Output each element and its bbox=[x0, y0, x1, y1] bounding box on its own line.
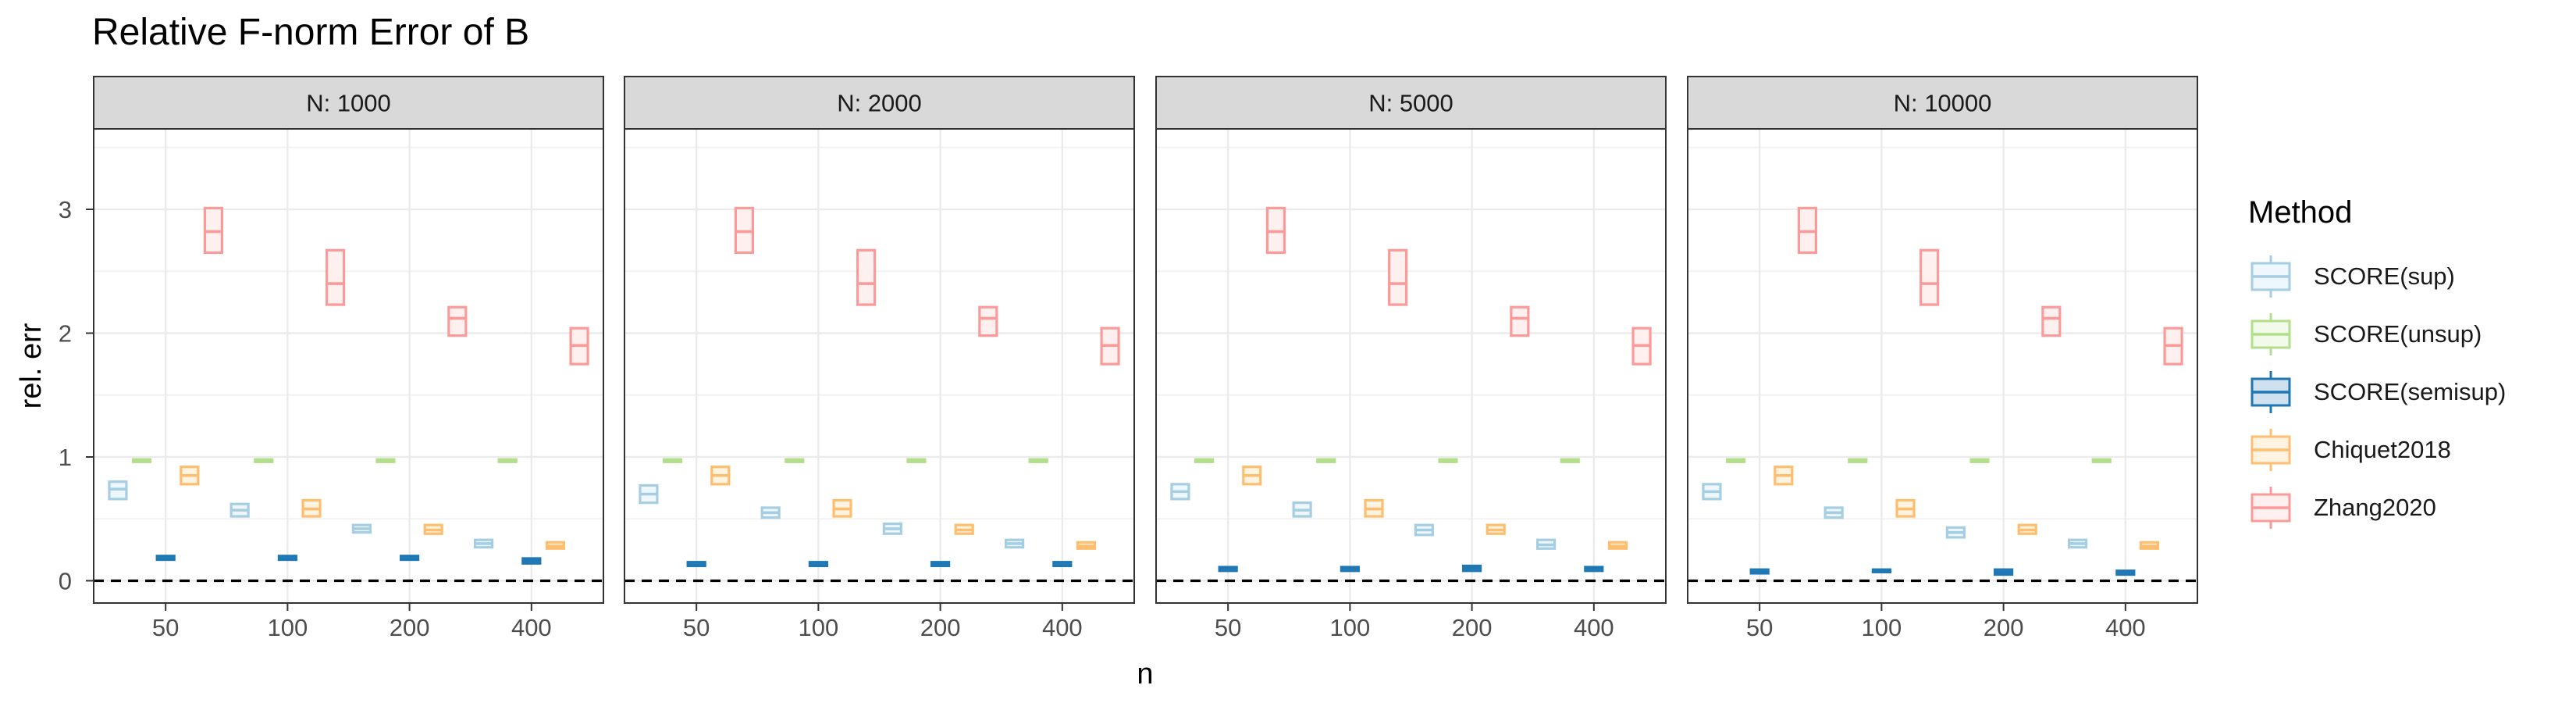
x-tick-label: 50 bbox=[152, 614, 179, 641]
facet-strip bbox=[624, 76, 1135, 130]
y-axis-label: rel. err bbox=[15, 323, 48, 409]
x-tick-label: 400 bbox=[1042, 614, 1083, 641]
legend-item: SCORE(unsup) bbox=[2248, 305, 2506, 363]
x-tick-label: 400 bbox=[511, 614, 552, 641]
x-tick-label: 50 bbox=[683, 614, 710, 641]
x-tick-label: 200 bbox=[1984, 614, 2024, 641]
x-tick-label: 400 bbox=[2105, 614, 2146, 641]
legend-key bbox=[2250, 371, 2291, 413]
facet-panel: N: 1000 50 100 200 400 bbox=[93, 76, 604, 641]
legend-label: Chiquet2018 bbox=[2314, 436, 2451, 463]
x-tick-label: 100 bbox=[1862, 614, 1902, 641]
x-tick-label: 100 bbox=[799, 614, 839, 641]
panel-background bbox=[94, 129, 603, 603]
box-zhang2020 bbox=[447, 305, 468, 337]
panel-background bbox=[1688, 129, 2197, 603]
box-zhang2020 bbox=[856, 248, 877, 306]
y-tick-label: 0 bbox=[59, 567, 72, 594]
legend-item: SCORE(semisup) bbox=[2248, 363, 2506, 421]
legend-item: Chiquet2018 bbox=[2248, 421, 2506, 479]
panel-border bbox=[93, 128, 604, 604]
facet-strip-label: N: 5000 bbox=[1368, 90, 1453, 117]
x-tick-label: 50 bbox=[1746, 614, 1773, 641]
chart-title: Relative F-norm Error of B bbox=[92, 12, 530, 53]
legend-key bbox=[2250, 429, 2291, 471]
legend-item: Zhang2020 bbox=[2248, 479, 2506, 537]
y-tick-label: 3 bbox=[59, 196, 72, 223]
y-tick-label: 2 bbox=[59, 320, 72, 348]
legend-key bbox=[2250, 313, 2291, 355]
box-zhang2020 bbox=[978, 305, 998, 337]
legend-label: Zhang2020 bbox=[2314, 494, 2436, 521]
x-tick-label: 100 bbox=[1330, 614, 1371, 641]
x-tick-label: 200 bbox=[920, 614, 961, 641]
box-zhang2020 bbox=[1920, 248, 1940, 306]
x-tick-label: 200 bbox=[1452, 614, 1493, 641]
panel-background bbox=[1156, 129, 1666, 603]
x-axis-label: n bbox=[1137, 658, 1153, 691]
facet-strip bbox=[1687, 76, 2198, 130]
box-zhang2020 bbox=[2041, 305, 2062, 337]
legend-label: SCORE(semisup) bbox=[2314, 378, 2507, 405]
facet-panel: N: 10000 50 100 200 400 bbox=[1687, 76, 2198, 641]
box-zhang2020 bbox=[326, 248, 346, 306]
facet-strip-label: N: 2000 bbox=[837, 90, 922, 117]
box-zhang2020 bbox=[1510, 305, 1530, 337]
panel-border bbox=[624, 128, 1135, 604]
box-zhang2020 bbox=[1388, 248, 1408, 306]
legend-title: Method bbox=[2248, 195, 2353, 230]
legend-label: SCORE(sup) bbox=[2314, 262, 2455, 290]
facet-strip bbox=[1155, 76, 1667, 130]
panel-background bbox=[624, 129, 1134, 603]
legend-items: SCORE(sup) SCORE(unsup) SCORE(semisup) Chiq… bbox=[2248, 248, 2506, 537]
panel-border bbox=[1155, 128, 1667, 604]
panel-border bbox=[1687, 128, 2198, 604]
facet-panel: N: 5000 50 100 200 400 bbox=[1155, 76, 1667, 641]
x-tick-label: 400 bbox=[1574, 614, 1614, 641]
y-tick-label: 1 bbox=[59, 444, 72, 471]
legend-key bbox=[2250, 255, 2291, 298]
legend: Method SCORE(sup) SCORE(unsup) SCORE(semis… bbox=[2248, 195, 2506, 537]
facet-panel: N: 2000 50 100 200 400 bbox=[624, 76, 1135, 641]
facet-strip-label: N: 1000 bbox=[306, 90, 391, 117]
legend-key bbox=[2250, 487, 2291, 529]
x-tick-label: 100 bbox=[268, 614, 308, 641]
legend-label: SCORE(unsup) bbox=[2314, 320, 2482, 348]
x-tick-label: 200 bbox=[390, 614, 430, 641]
x-tick-label: 50 bbox=[1215, 614, 1241, 641]
facet-strip-label: N: 10000 bbox=[1894, 90, 1992, 117]
legend-item: SCORE(sup) bbox=[2248, 248, 2506, 305]
